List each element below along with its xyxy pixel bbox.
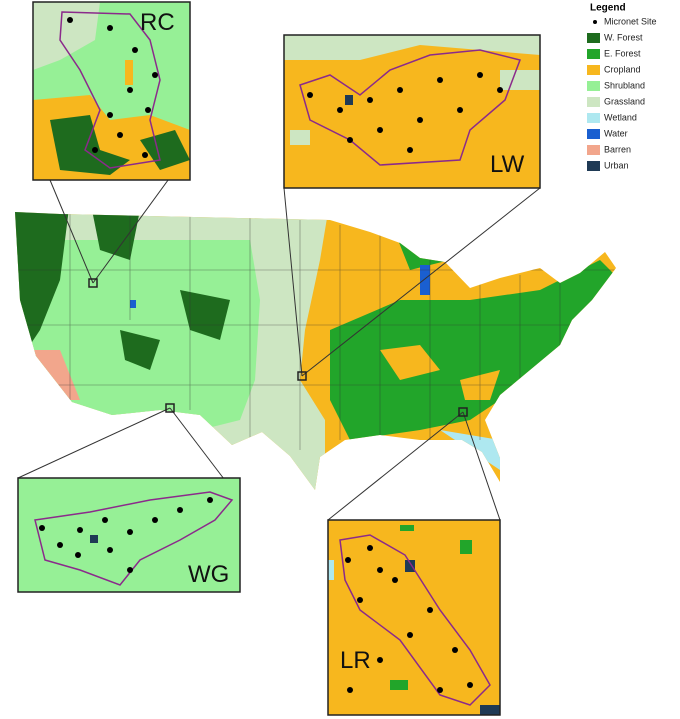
legend-label: Micronet Site (604, 16, 657, 26)
legend-swatch (587, 81, 600, 91)
inset-lw: LW (283, 34, 541, 189)
legend-title: Legend (590, 3, 626, 14)
inset-label: LW (490, 151, 525, 178)
legend-label: Wetland (604, 112, 637, 122)
legend: Legend Micronet Site W. Forest E. Forest Cr… (587, 3, 657, 171)
legend-swatch (593, 20, 597, 24)
legend-swatch (587, 129, 600, 139)
legend-swatch (587, 145, 600, 155)
us-landcover (15, 212, 616, 490)
legend-swatch (587, 113, 600, 123)
legend-swatch (587, 97, 600, 107)
legend-label: W. Forest (604, 32, 643, 42)
inset-lr: LR (327, 519, 501, 716)
legend-swatch (587, 49, 600, 59)
legend-label: Grassland (604, 96, 645, 106)
legend-swatch (587, 33, 600, 43)
inset-label: LR (340, 647, 371, 674)
legend-swatch (587, 65, 600, 75)
legend-label: Cropland (604, 64, 641, 74)
inset-label: RC (140, 9, 175, 36)
legend-label: Urban (604, 160, 629, 170)
legend-swatch (587, 161, 600, 171)
legend-label: Water (604, 128, 628, 138)
legend-label: E. Forest (604, 48, 641, 58)
state-borders (15, 212, 616, 450)
legend-label: Shrubland (604, 80, 645, 90)
inset-label: WG (188, 561, 229, 588)
inset-rc: RC (32, 1, 191, 181)
legend-label: Barren (604, 144, 631, 154)
inset-wg: WG (17, 477, 241, 593)
